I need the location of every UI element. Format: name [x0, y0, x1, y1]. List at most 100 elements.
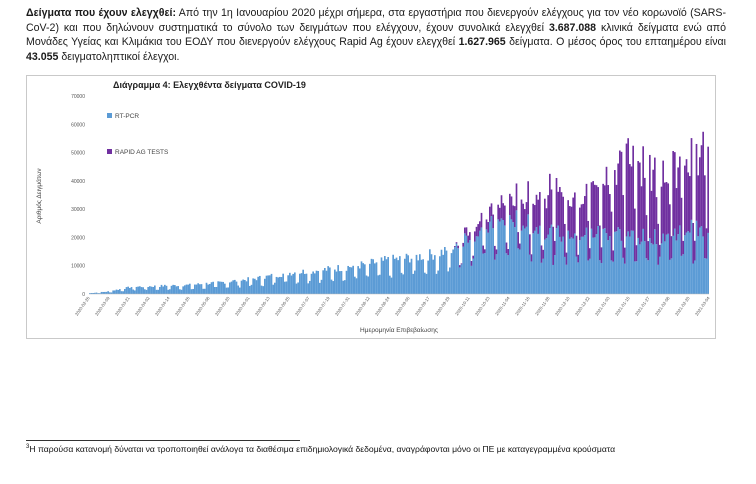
pcr-bar: [95, 292, 98, 294]
pcr-bar: [224, 283, 226, 294]
pcr-bar: [317, 270, 319, 294]
pcr-bar: [252, 278, 254, 294]
pcr-bar: [517, 248, 519, 294]
rapid-bar: [517, 232, 519, 249]
pcr-bar: [279, 276, 281, 294]
rapid-bar: [555, 177, 558, 229]
pcr-bar: [102, 291, 104, 294]
rapid-bar: [617, 163, 619, 228]
pcr-bar: [672, 235, 674, 294]
pcr-bar: [232, 280, 234, 294]
pcr-bar: [199, 284, 201, 294]
rapid-bar: [574, 192, 576, 234]
pcr-bar: [362, 263, 364, 294]
pcr-bar: [260, 285, 263, 294]
rapid-bar: [470, 260, 473, 266]
pcr-bar: [249, 285, 251, 294]
pcr-bar: [220, 281, 223, 294]
x-tick-label: 2020-08-12: [354, 295, 371, 316]
pcr-bar: [414, 270, 416, 294]
rapid-bar: [615, 184, 618, 232]
rapid-bar: [524, 209, 526, 229]
pcr-bar: [599, 260, 601, 294]
pcr-bar: [225, 287, 228, 294]
pcr-bar: [642, 228, 644, 294]
rapid-bar: [659, 244, 661, 257]
pcr-bar: [529, 254, 531, 294]
pcr-bar: [180, 289, 183, 294]
pcr-bar: [310, 273, 313, 294]
pcr-bar: [172, 284, 174, 294]
pcr-bar: [535, 227, 538, 294]
x-tick-label: 2020-06-13: [254, 295, 271, 316]
pcr-bar: [397, 260, 399, 294]
x-tick-label: 2020-07-31: [334, 295, 351, 316]
y-axis-label: Αριθμός Δειγμάτων: [35, 168, 43, 223]
pcr-bar: [670, 258, 673, 294]
rapid-bar: [552, 226, 554, 265]
pcr-bar: [537, 233, 539, 294]
x-tick-label: 2020-06-25: [274, 295, 291, 316]
x-tick-label: 2021-01-15: [614, 295, 631, 316]
rapid-bar: [539, 192, 541, 226]
pcr-bar: [584, 235, 586, 294]
pcr-bar: [162, 286, 164, 294]
pcr-bar: [619, 229, 621, 294]
rapid-bar: [660, 186, 663, 244]
rapid-bar: [590, 182, 593, 229]
pcr-bar: [177, 286, 179, 294]
pcr-bar: [179, 289, 181, 294]
rapid-bar: [627, 138, 629, 232]
pcr-bar: [152, 287, 154, 294]
pcr-bar: [97, 293, 99, 294]
rapid-bar: [534, 205, 536, 231]
x-tick-label: 2020-05-08: [194, 295, 211, 316]
pcr-bar: [394, 258, 396, 294]
rapid-bar: [554, 240, 556, 256]
pcr-bar: [280, 277, 283, 294]
pcr-bar: [345, 270, 348, 294]
pcr-bar: [309, 280, 311, 294]
pcr-bar: [227, 287, 229, 294]
pcr-bar: [605, 233, 608, 294]
pcr-bar: [384, 256, 386, 294]
rapid-bar: [532, 203, 534, 234]
rapid-bar: [695, 143, 698, 221]
pcr-bar: [440, 249, 443, 294]
pcr-bar: [592, 237, 594, 294]
rapid-bar: [679, 156, 681, 226]
rapid-bar: [455, 242, 458, 244]
pcr-bar: [559, 236, 561, 294]
pcr-bar: [707, 232, 709, 294]
pcr-bar: [105, 291, 108, 294]
pcr-bar: [344, 280, 346, 294]
pcr-bar: [157, 289, 159, 294]
pcr-bar: [209, 283, 211, 294]
rapid-bar: [454, 246, 456, 248]
rapid-bar: [547, 195, 549, 235]
pcr-bar: [460, 264, 463, 294]
pcr-bar: [240, 280, 243, 294]
pcr-bar: [142, 287, 144, 294]
pcr-bar: [504, 225, 506, 294]
x-tick-label: 2020-11-04: [494, 295, 511, 316]
pcr-bar: [374, 263, 376, 294]
x-tick-label: 2020-07-07: [294, 295, 311, 316]
x-tick-label: 2020-10-11: [454, 295, 471, 316]
pcr-bar: [550, 224, 553, 294]
pcr-bar: [442, 254, 444, 294]
rapid-bar: [512, 205, 514, 223]
pcr-bar: [624, 263, 626, 294]
weekly-average: 43.055: [26, 50, 59, 63]
rapid-bar: [494, 245, 496, 260]
pcr-bar: [530, 261, 533, 294]
pcr-bar: [134, 290, 136, 294]
pcr-bar: [264, 278, 266, 294]
pcr-bar: [674, 228, 676, 294]
pcr-bar: [590, 228, 593, 294]
pcr-bar: [547, 234, 549, 294]
pcr-bar: [444, 247, 446, 294]
pcr-bar: [582, 236, 584, 294]
x-tick-label: 2020-11-16: [514, 295, 531, 316]
pcr-bar: [385, 259, 388, 294]
